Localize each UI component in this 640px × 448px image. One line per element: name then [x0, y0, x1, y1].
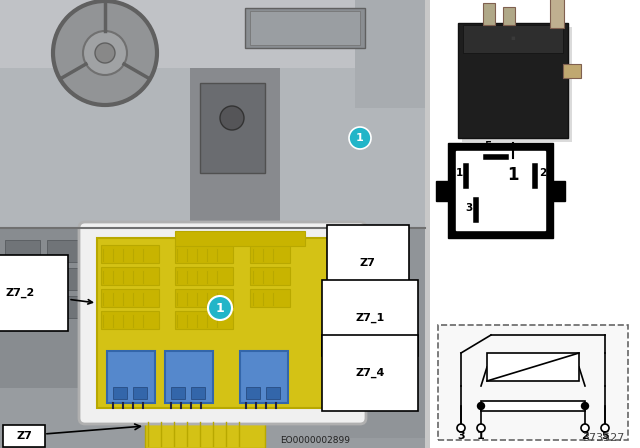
Bar: [355, 0, 425, 108]
Bar: [430, 0, 640, 448]
Bar: [503, 7, 515, 25]
Text: 2: 2: [581, 431, 589, 441]
Bar: [171, 387, 185, 399]
Bar: [250, 11, 360, 45]
Circle shape: [95, 43, 115, 63]
Bar: [245, 8, 365, 48]
Bar: [107, 351, 155, 403]
Bar: [487, 353, 579, 381]
Bar: [250, 245, 290, 263]
Bar: [145, 418, 265, 448]
Bar: [191, 387, 205, 399]
Bar: [0, 0, 425, 228]
Bar: [200, 83, 265, 173]
Bar: [246, 387, 260, 399]
Bar: [97, 238, 348, 408]
Text: 5: 5: [601, 431, 609, 441]
Bar: [458, 23, 568, 138]
Bar: [101, 245, 159, 263]
Bar: [47, 268, 82, 290]
Bar: [456, 151, 545, 230]
Bar: [47, 296, 82, 318]
Text: 2: 2: [540, 168, 547, 178]
Bar: [550, 0, 564, 28]
Circle shape: [208, 296, 232, 320]
Circle shape: [53, 1, 157, 105]
Text: 1: 1: [216, 302, 225, 314]
Circle shape: [477, 402, 484, 409]
Text: 1: 1: [508, 166, 519, 184]
Text: 3: 3: [465, 203, 472, 213]
Bar: [175, 311, 233, 329]
Bar: [101, 289, 159, 307]
Bar: [563, 64, 581, 78]
Bar: [463, 25, 563, 53]
Bar: [165, 351, 213, 403]
Circle shape: [220, 106, 244, 130]
Bar: [481, 401, 585, 411]
Bar: [448, 143, 553, 238]
Bar: [5, 296, 40, 318]
Circle shape: [457, 424, 465, 432]
Bar: [553, 181, 565, 201]
Bar: [0, 0, 425, 68]
Bar: [438, 325, 628, 440]
Circle shape: [601, 424, 609, 432]
Text: EO0000002899: EO0000002899: [280, 436, 350, 445]
Bar: [0, 228, 425, 448]
Bar: [330, 228, 425, 438]
Text: Z7_1: Z7_1: [355, 313, 384, 323]
Bar: [0, 228, 95, 388]
Bar: [436, 181, 448, 201]
Bar: [250, 289, 290, 307]
Bar: [175, 289, 233, 307]
Bar: [190, 68, 280, 228]
Bar: [5, 240, 40, 262]
Bar: [175, 245, 233, 263]
Bar: [133, 387, 147, 399]
Bar: [462, 27, 572, 142]
Bar: [250, 267, 290, 285]
Bar: [101, 267, 159, 285]
Text: 1: 1: [456, 168, 463, 178]
Circle shape: [477, 424, 485, 432]
Circle shape: [582, 402, 589, 409]
Text: 1: 1: [477, 431, 485, 441]
Text: Z7_4: Z7_4: [355, 368, 385, 378]
Circle shape: [349, 127, 371, 149]
Text: 3: 3: [457, 431, 465, 441]
Text: 5: 5: [484, 141, 492, 151]
Bar: [240, 351, 288, 403]
Circle shape: [83, 31, 127, 75]
Text: 1: 1: [356, 133, 364, 143]
Bar: [101, 311, 159, 329]
Bar: [47, 240, 82, 262]
Text: Z7_2: Z7_2: [5, 288, 92, 304]
Bar: [175, 267, 233, 285]
Text: Z7: Z7: [16, 431, 32, 441]
Text: ▪: ▪: [511, 35, 515, 41]
Bar: [5, 268, 40, 290]
Text: Z7: Z7: [353, 251, 376, 268]
Circle shape: [581, 424, 589, 432]
Bar: [113, 387, 127, 399]
Text: 373527: 373527: [582, 433, 625, 443]
Bar: [483, 3, 495, 25]
Bar: [175, 231, 305, 246]
Bar: [266, 387, 280, 399]
FancyBboxPatch shape: [3, 425, 45, 447]
FancyBboxPatch shape: [79, 222, 366, 424]
